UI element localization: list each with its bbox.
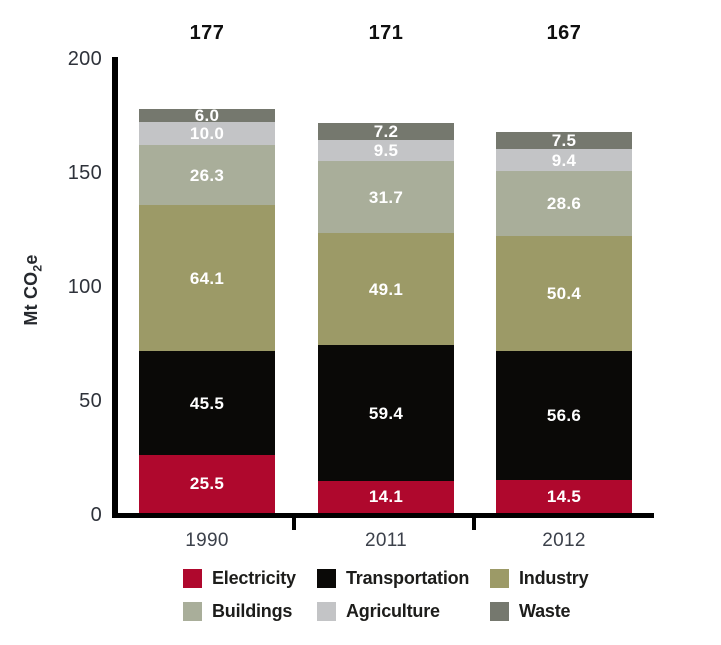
x-category-label: 2011 <box>364 530 408 551</box>
x-axis-line <box>112 513 654 518</box>
bar-segment: 31.7 <box>318 161 454 234</box>
x-category-label: 2012 <box>542 530 586 551</box>
bar-segment: 6.0 <box>139 105 275 125</box>
y-axis-line <box>112 57 118 518</box>
legend-swatch <box>317 568 336 588</box>
legend-item: Buildings <box>183 601 317 621</box>
legend-label: Buildings <box>212 601 293 621</box>
bar-total-label: 171 <box>368 22 404 44</box>
bar: 14.5 56.6 50.4 28.6 9.4 7.5 <box>496 132 632 513</box>
legend-swatch <box>183 568 202 588</box>
segment-value-label: 14.5 <box>546 486 582 506</box>
segment-value-label: 10.0 <box>189 124 225 144</box>
legend-label: Waste <box>519 601 571 621</box>
legend-item: Electricity <box>183 568 317 588</box>
legend: Electricity Transportation Industry Buildin… <box>183 568 589 621</box>
y-tick-label: 150 <box>67 162 102 184</box>
bar-segment: 14.5 <box>496 479 632 513</box>
y-tick-label: 50 <box>79 390 102 412</box>
y-tick-label: 100 <box>67 276 102 298</box>
legend-label: Industry <box>519 568 589 588</box>
bar-total-label: 167 <box>546 22 582 44</box>
legend-item: Waste <box>490 601 588 621</box>
bar-segment: 10.0 <box>139 122 275 146</box>
bar-segment: 64.1 <box>139 204 275 352</box>
bar-segment: 7.5 <box>496 131 632 151</box>
bar: 25.5 45.5 64.1 26.3 10.0 6.0 <box>139 105 275 513</box>
y-axis-title-suffix: e <box>21 254 41 265</box>
bar-segment: 7.2 <box>318 121 454 141</box>
segment-value-label: 9.4 <box>551 150 577 170</box>
segment-value-label: 28.6 <box>546 193 582 213</box>
legend-swatch <box>183 601 202 621</box>
bar-segment: 26.3 <box>139 145 275 205</box>
y-axis-title: Mt CO2e <box>20 230 45 350</box>
bar-segment: 9.4 <box>496 149 632 171</box>
bar: 14.1 59.4 49.1 31.7 9.5 7.2 <box>318 123 454 513</box>
legend-swatch <box>490 601 509 621</box>
y-tick-label: 200 <box>67 48 102 70</box>
legend-label: Transportation <box>346 568 470 588</box>
y-axis-title-prefix: Mt CO <box>21 271 41 326</box>
segment-value-label: 6.0 <box>194 105 220 125</box>
segment-value-label: 14.1 <box>368 487 404 507</box>
segment-value-label: 49.1 <box>368 279 404 299</box>
legend-swatch <box>490 568 509 588</box>
segment-value-label: 64.1 <box>189 268 225 288</box>
legend-item: Transportation <box>317 568 490 588</box>
segment-value-label: 26.3 <box>189 165 225 185</box>
segment-value-label: 50.4 <box>546 283 582 303</box>
segment-value-label: 59.4 <box>368 403 404 423</box>
bar-segment: 59.4 <box>318 345 454 481</box>
segment-value-label: 7.2 <box>373 121 399 141</box>
bar-segment: 9.5 <box>318 139 454 162</box>
bar-segment: 50.4 <box>496 236 632 351</box>
y-tick-label: 0 <box>90 504 102 526</box>
segment-value-label: 7.5 <box>551 131 577 151</box>
bar-segment: 25.5 <box>139 454 275 513</box>
segment-value-label: 56.6 <box>546 405 582 425</box>
bar-segment: 56.6 <box>496 350 632 480</box>
legend-item: Agriculture <box>317 601 490 621</box>
x-category-label: 1990 <box>185 530 229 551</box>
bar-segment: 49.1 <box>318 233 454 346</box>
segment-value-label: 25.5 <box>189 474 225 494</box>
legend-label: Agriculture <box>346 601 440 621</box>
bar-total-label: 177 <box>189 22 225 44</box>
segment-value-label: 9.5 <box>373 140 399 160</box>
legend-label: Electricity <box>212 568 296 588</box>
legend-item: Industry <box>490 568 589 588</box>
bar-segment: 14.1 <box>318 480 454 513</box>
segment-value-label: 45.5 <box>189 393 225 413</box>
bar-segment: 28.6 <box>496 170 632 236</box>
segment-value-label: 31.7 <box>368 187 404 207</box>
legend-swatch <box>317 601 336 621</box>
bar-segment: 45.5 <box>139 351 275 455</box>
y-axis-title-subscript: 2 <box>30 264 45 272</box>
